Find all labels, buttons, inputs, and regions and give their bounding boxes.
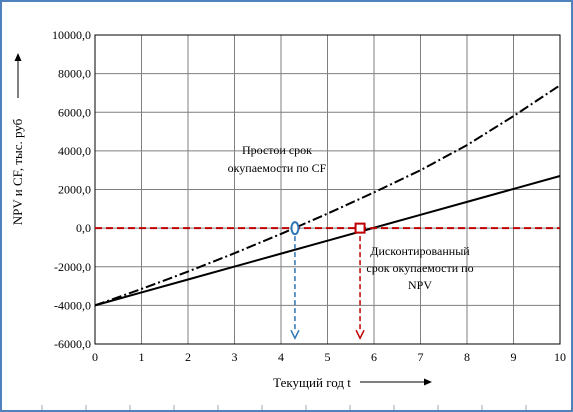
y-tick-label: -2000,0	[54, 260, 91, 274]
y-tick-label: -4000,0	[54, 298, 91, 312]
y-tick-label: 10000,0	[52, 28, 91, 42]
x-axis-arrowhead	[424, 378, 432, 386]
series-line-dashdot	[94, 84, 561, 307]
x-tick-label: 5	[325, 350, 331, 364]
annotation-simple-payback-line2: окупаемости по CF	[228, 161, 327, 175]
x-tick-label: 7	[418, 350, 424, 364]
y-tick-label: 0,0	[76, 221, 91, 235]
discounted-payback-marker	[354, 222, 366, 234]
y-tick-labels: -6000,0 -4000,0 -2000,0 0,0 2000,0 4000,0 6000…	[52, 28, 91, 351]
guides-layer	[290, 228, 365, 340]
y-axis-arrowhead	[14, 53, 22, 61]
x-axis-title: Текущий год t	[273, 375, 351, 390]
grid	[94, 34, 561, 345]
simple-payback-marker	[290, 221, 300, 236]
y-tick-label: 6000,0	[58, 105, 91, 119]
y-tick-label: 8000,0	[58, 67, 91, 81]
x-tick-label: 10	[554, 350, 566, 364]
annotation-discounted-payback-line2: срок окупаемости по	[366, 261, 473, 275]
x-tick-label: 4	[278, 350, 284, 364]
x-tick-label: 1	[139, 350, 145, 364]
x-tick-label: 6	[371, 350, 377, 364]
payback-guide-arrowhead	[290, 329, 300, 340]
x-tick-label: 0	[92, 350, 98, 364]
x-tick-labels: 0 1 2 3 4 5 6 7 8 9 10	[92, 350, 566, 364]
y-axis-title: NPV и CF, тыс. руб	[10, 118, 25, 225]
x-tick-label: 2	[185, 350, 191, 364]
markers-layer	[290, 221, 366, 236]
x-tick-label: 8	[464, 350, 470, 364]
plot-area-border	[94, 34, 561, 345]
y-tick-label: -6000,0	[54, 337, 91, 351]
x-tick-label: 3	[232, 350, 238, 364]
annotation-simple-payback-line1: Простои срок	[242, 143, 312, 157]
series-line-solid	[94, 175, 561, 307]
annotation-discounted-payback-line3: NPV	[408, 278, 432, 292]
y-tick-label: 4000,0	[58, 144, 91, 158]
series-layer	[94, 84, 561, 307]
annotation-discounted-payback-line1: Дисконтированный	[370, 244, 470, 258]
x-tick-label: 9	[511, 350, 517, 364]
payback-guide-arrowhead	[355, 329, 365, 340]
y-tick-label: 2000,0	[58, 183, 91, 197]
frame-bottom-ticks	[41, 405, 527, 410]
